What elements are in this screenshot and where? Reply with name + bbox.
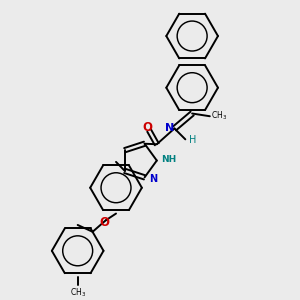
Text: N: N (149, 174, 157, 184)
Text: CH$_3$: CH$_3$ (211, 110, 227, 122)
Text: N: N (165, 123, 174, 133)
Text: NH: NH (161, 155, 176, 164)
Text: O: O (99, 216, 109, 229)
Text: H: H (189, 135, 196, 146)
Text: O: O (143, 121, 153, 134)
Text: CH$_3$: CH$_3$ (70, 287, 86, 299)
